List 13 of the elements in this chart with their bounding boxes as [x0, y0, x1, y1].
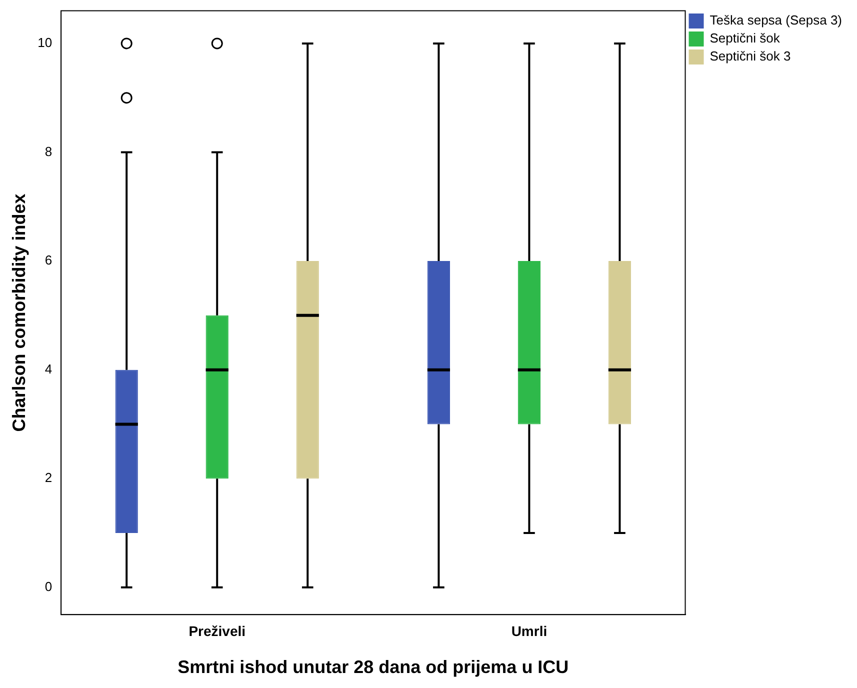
x-axis-title: Smrtni ishod unutar 28 dana od prijema u ICU: [178, 657, 569, 678]
x-tick-label: Preživeli: [188, 622, 246, 639]
y-tick-label: 6: [44, 252, 52, 268]
y-tick-label: 8: [44, 144, 52, 159]
y-tick-label: 2: [44, 470, 52, 486]
y-axis-title: Charlson comorbidity index: [8, 194, 29, 432]
y-tick-label: 0: [44, 578, 52, 594]
legend-label: Teška sepsa (Sepsa 3): [710, 12, 842, 28]
legend-label: Septični šok: [710, 30, 780, 46]
y-tick-label: 10: [38, 35, 52, 50]
y-tick-label: 4: [44, 361, 52, 376]
legend-label: Septični šok 3: [710, 48, 791, 64]
x-tick-label: Umrli: [511, 622, 548, 639]
